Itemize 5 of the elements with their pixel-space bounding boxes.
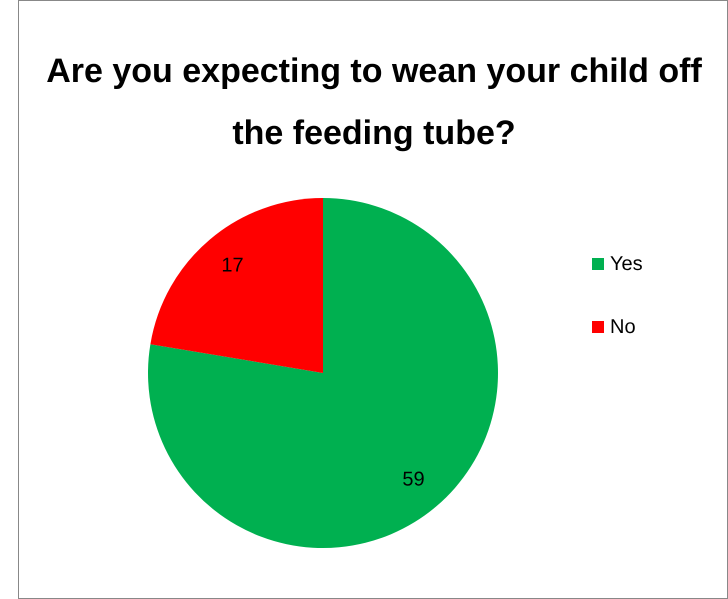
data-label: 17 [221, 254, 244, 277]
chart-title: Are you expecting to wean your child off the feeding tube? [45, 51, 703, 154]
legend-label: Yes [610, 252, 643, 276]
data-label: 59 [402, 468, 425, 490]
legend-label: No [610, 316, 636, 338]
